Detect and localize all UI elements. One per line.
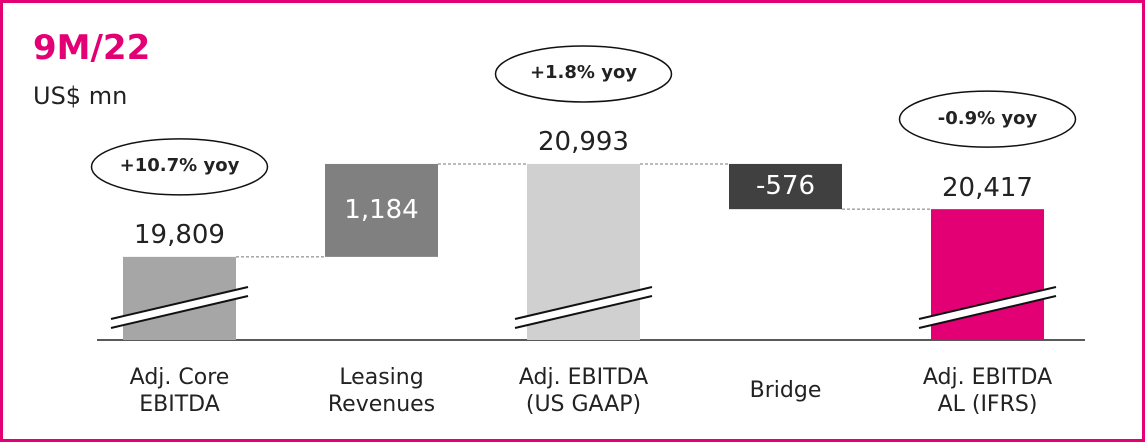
- value-label: 20,417: [942, 172, 1033, 203]
- x-tick-label: Adj. Core EBITDA: [129, 364, 230, 418]
- axis-break: [110, 286, 249, 320]
- axis-break: [514, 295, 653, 329]
- value-label: -576: [755, 171, 815, 202]
- value-label: 20,993: [538, 127, 629, 158]
- axis-break: [514, 286, 653, 320]
- annotation-bubble: [494, 45, 673, 103]
- x-tick-label: Adj. EBITDA (US GAAP): [518, 364, 649, 418]
- value-label: 1,184: [344, 194, 419, 225]
- bar: [325, 163, 438, 257]
- plot: [90, 45, 1085, 341]
- axis-break: [515, 287, 652, 328]
- x-tick-label: Adj. EBITDA AL (IFRS): [922, 364, 1053, 418]
- axis-break: [918, 295, 1057, 329]
- chart-title: 9M/22: [33, 28, 151, 68]
- annotation: -0.9% yoy: [937, 107, 1038, 129]
- axis-break: [110, 295, 249, 329]
- axis-break: [111, 287, 248, 328]
- x-tick-label: Leasing Revenues: [327, 364, 436, 418]
- annotation-bubble: [898, 90, 1077, 148]
- value-label: 19,809: [134, 220, 225, 251]
- annotation-bubble: [90, 138, 269, 196]
- x-tick-label: Bridge: [749, 378, 822, 403]
- axis-break: [918, 286, 1057, 320]
- axis-break: [919, 287, 1056, 328]
- annotation: +1.8% yoy: [529, 62, 638, 84]
- bar: [729, 163, 842, 210]
- annotation: +10.7% yoy: [119, 155, 240, 177]
- chart-subtitle: US$ mn: [33, 82, 128, 110]
